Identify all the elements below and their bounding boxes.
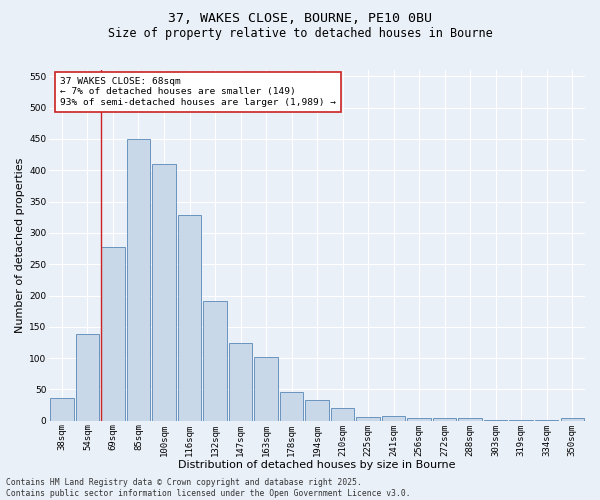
- Bar: [76, 334, 99, 421]
- Y-axis label: Number of detached properties: Number of detached properties: [15, 158, 25, 333]
- Text: Contains HM Land Registry data © Crown copyright and database right 2025.
Contai: Contains HM Land Registry data © Crown c…: [6, 478, 410, 498]
- Bar: [535, 420, 559, 421]
- Bar: [458, 418, 482, 421]
- Bar: [50, 398, 74, 421]
- Bar: [356, 417, 380, 421]
- Text: 37, WAKES CLOSE, BOURNE, PE10 0BU: 37, WAKES CLOSE, BOURNE, PE10 0BU: [168, 12, 432, 26]
- Bar: [178, 216, 201, 421]
- Text: 37 WAKES CLOSE: 68sqm
← 7% of detached houses are smaller (149)
93% of semi-deta: 37 WAKES CLOSE: 68sqm ← 7% of detached h…: [60, 77, 336, 107]
- Bar: [560, 418, 584, 421]
- Bar: [433, 418, 457, 421]
- Bar: [382, 416, 406, 421]
- Bar: [152, 164, 176, 421]
- Bar: [407, 418, 431, 421]
- Bar: [101, 246, 125, 421]
- Bar: [280, 392, 304, 421]
- Bar: [229, 342, 252, 421]
- Bar: [254, 357, 278, 421]
- Bar: [203, 301, 227, 421]
- Bar: [127, 139, 150, 421]
- Bar: [484, 420, 508, 421]
- Text: Size of property relative to detached houses in Bourne: Size of property relative to detached ho…: [107, 28, 493, 40]
- X-axis label: Distribution of detached houses by size in Bourne: Distribution of detached houses by size …: [178, 460, 456, 470]
- Bar: [509, 420, 533, 421]
- Bar: [331, 408, 355, 421]
- Bar: [305, 400, 329, 421]
